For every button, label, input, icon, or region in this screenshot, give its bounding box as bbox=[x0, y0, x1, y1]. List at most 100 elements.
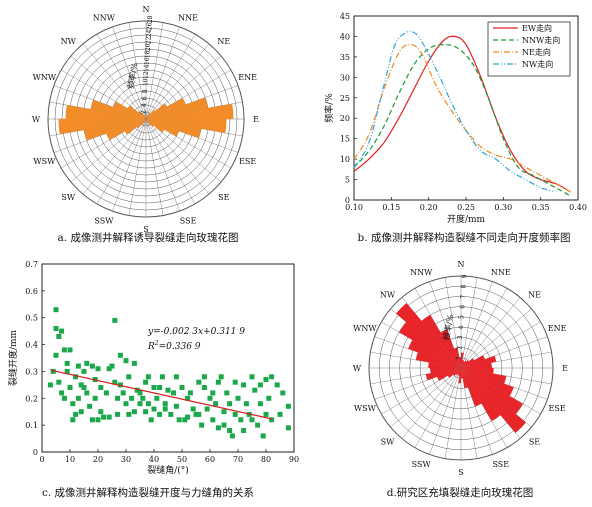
y-tick-label: 0.3 bbox=[25, 367, 38, 376]
scatter-point bbox=[236, 396, 241, 401]
y-axis-label: 频率/% bbox=[323, 93, 335, 123]
scatter-point bbox=[191, 407, 196, 412]
radial-tick-label: 4 bbox=[458, 325, 465, 329]
scatter-point bbox=[233, 412, 238, 417]
scatter-point bbox=[258, 382, 263, 387]
direction-label: NE bbox=[217, 37, 230, 46]
scatter-point bbox=[59, 329, 64, 334]
radial-tick-label: 3 bbox=[457, 335, 464, 339]
r2-value: =0.336 9 bbox=[159, 342, 201, 352]
scatter-point bbox=[152, 407, 157, 412]
x-axis-label: 裂缝角/(°) bbox=[147, 464, 189, 476]
radial-axis-label: 频率/% bbox=[441, 313, 455, 341]
scatter-point bbox=[202, 385, 207, 390]
scatter-point bbox=[163, 407, 168, 412]
scatter-point bbox=[180, 385, 185, 390]
x-tick-label: 0.25 bbox=[457, 203, 475, 212]
direction-label: SW bbox=[61, 193, 75, 202]
radial-tick-label: 2 bbox=[141, 110, 148, 114]
scatter-point bbox=[157, 412, 162, 417]
x-tick-label: 0 bbox=[39, 455, 44, 464]
scatter-point bbox=[185, 415, 190, 420]
scatter-point bbox=[110, 364, 115, 369]
scatter-point bbox=[90, 417, 95, 422]
scatter-point bbox=[250, 374, 255, 379]
x-tick-label: 0.35 bbox=[532, 203, 550, 212]
y-tick-label: 10 bbox=[340, 155, 350, 164]
radial-tick-label: 1 bbox=[456, 356, 463, 360]
scatter-point bbox=[54, 307, 59, 312]
scatter-point bbox=[68, 385, 73, 390]
caption-b: b. 成像测井解释构造裂缝不同走向开度频率图 bbox=[358, 231, 571, 244]
panel-a-rose: NNNENEENEEESESESSESSSWSWWSWWWNWNWNNW2468… bbox=[32, 5, 259, 234]
y-axis-label: 裂缝开度/mm bbox=[7, 329, 19, 386]
y-tick-label: 0.7 bbox=[25, 260, 38, 269]
direction-label: ENE bbox=[548, 324, 567, 333]
y-tick-label: 30 bbox=[340, 73, 350, 82]
y-tick-label: 0.4 bbox=[25, 341, 38, 350]
y-tick-label: 0.6 bbox=[25, 287, 38, 296]
radial-tick-label: 5 bbox=[459, 315, 466, 319]
direction-label: SSE bbox=[492, 460, 509, 469]
scatter-point bbox=[154, 396, 159, 401]
scatter-point bbox=[126, 412, 131, 417]
scatter-point bbox=[163, 401, 168, 406]
caption-a: a. 成像测井解释诱导裂缝走向玫瑰花图 bbox=[58, 231, 239, 244]
radial-tick-label: 6 bbox=[142, 96, 149, 100]
scatter-point bbox=[238, 417, 243, 422]
scatter-point bbox=[129, 396, 134, 401]
x-tick-label: 80 bbox=[261, 455, 271, 464]
scatter-point bbox=[157, 385, 162, 390]
scatter-point bbox=[56, 334, 61, 339]
fit-equation: y=-0.002 3x+0.311 9 bbox=[147, 327, 245, 337]
x-tick-label: 0.20 bbox=[420, 203, 438, 212]
scatter-point bbox=[210, 417, 215, 422]
radial-tick-label: 28 bbox=[147, 15, 154, 23]
direction-label: ENE bbox=[238, 73, 257, 82]
scatter-point bbox=[177, 417, 182, 422]
scatter-point bbox=[168, 412, 173, 417]
legend-label: NW走向 bbox=[522, 59, 553, 69]
scatter-point bbox=[230, 433, 235, 438]
scatter-point bbox=[54, 326, 59, 331]
radial-tick-label: 7 bbox=[460, 295, 467, 299]
scatter-point bbox=[143, 380, 148, 385]
direction-label: WSW bbox=[33, 157, 56, 166]
legend-label: NE走向 bbox=[522, 47, 551, 57]
scatter-point bbox=[54, 353, 59, 358]
scatter-point bbox=[286, 404, 291, 409]
scatter-point bbox=[87, 404, 92, 409]
radial-tick-label: 2 bbox=[456, 346, 463, 350]
scatter-point bbox=[138, 401, 143, 406]
legend-label: NNW走向 bbox=[522, 35, 560, 45]
scatter-point bbox=[174, 404, 179, 409]
direction-label: NNE bbox=[178, 13, 198, 22]
direction-label: WNW bbox=[33, 73, 57, 82]
scatter-point bbox=[84, 390, 89, 395]
direction-label: NE bbox=[528, 291, 541, 300]
scatter-point bbox=[96, 417, 101, 422]
x-tick-label: 0.15 bbox=[382, 203, 400, 212]
scatter-point bbox=[90, 364, 95, 369]
direction-label: SE bbox=[529, 438, 540, 447]
scatter-point bbox=[79, 409, 84, 414]
scatter-point bbox=[222, 409, 227, 414]
direction-label: N bbox=[143, 5, 150, 14]
y-tick-label: 0 bbox=[345, 196, 350, 205]
scatter-point bbox=[121, 390, 126, 395]
direction-label: SSE bbox=[180, 217, 197, 226]
scatter-point bbox=[227, 401, 232, 406]
scatter-point bbox=[196, 412, 201, 417]
scatter-point bbox=[70, 401, 75, 406]
y-tick-label: 20 bbox=[340, 114, 350, 123]
scatter-point bbox=[82, 369, 87, 374]
scatter-point bbox=[222, 423, 227, 428]
scatter-point bbox=[264, 412, 269, 417]
scatter-point bbox=[76, 396, 81, 401]
scatter-point bbox=[233, 380, 238, 385]
scatter-point bbox=[124, 401, 129, 406]
scatter-point bbox=[132, 409, 137, 414]
scatter-point bbox=[143, 409, 148, 414]
x-tick-label: 40 bbox=[149, 455, 159, 464]
scatter-point bbox=[96, 366, 101, 371]
